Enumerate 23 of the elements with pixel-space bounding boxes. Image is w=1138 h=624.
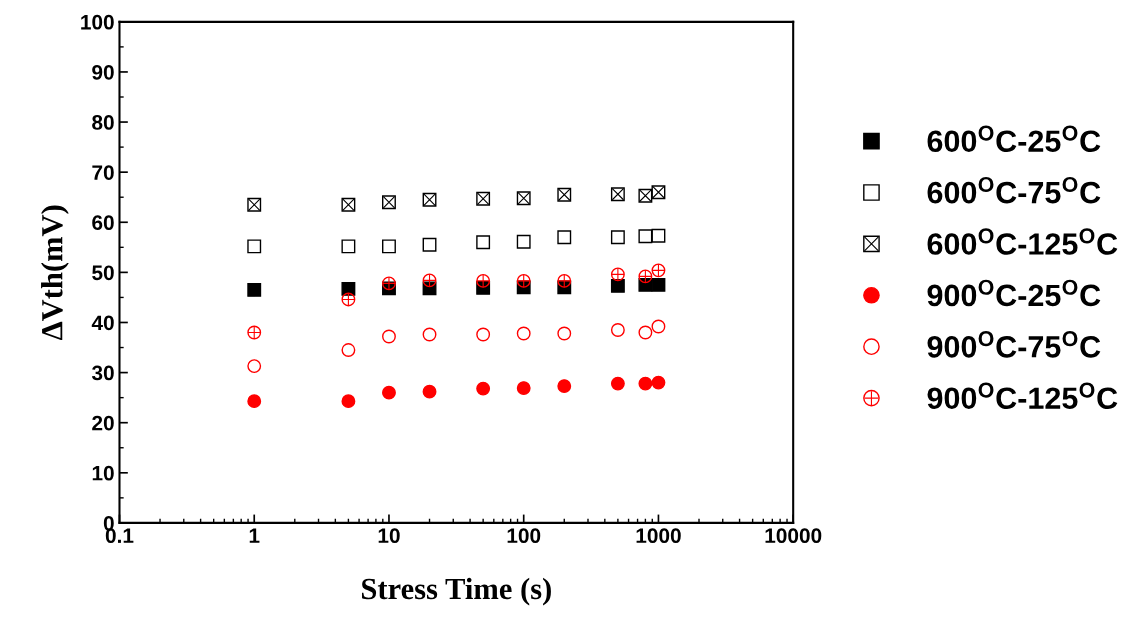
legend-label: 600$^{O}$C-125$^{O}$C bbox=[927, 228, 1118, 255]
legend-label: 600$^{O}$C-75$^{O}$C bbox=[927, 176, 1101, 204]
y-tick-label: 40 bbox=[91, 315, 114, 331]
y-tick-label: 20 bbox=[92, 415, 114, 431]
y-tick-label: 100 bbox=[81, 14, 114, 30]
x-tick-label: 10 bbox=[378, 528, 400, 544]
y-tick-label: 10 bbox=[92, 465, 114, 481]
y-axis-title: ΔVth(mV) bbox=[41, 205, 69, 341]
y-tick-label: 30 bbox=[91, 365, 114, 381]
x-tick-label: 1000 bbox=[636, 528, 681, 544]
y-tick-label: 90 bbox=[92, 64, 114, 80]
legend-label: 900$^{O}$C-125$^{O}$C bbox=[927, 382, 1118, 410]
x-tick-label: 1 bbox=[249, 528, 260, 543]
x-tick-label: 10000 bbox=[765, 528, 822, 544]
x-tick-label: 100 bbox=[507, 528, 541, 544]
legend-label: 600$^{O}$C-25$^{O}$C bbox=[927, 125, 1101, 153]
legend-label: 900$^{O}$C-75$^{O}$C bbox=[927, 331, 1101, 358]
y-tick-label: 80 bbox=[92, 115, 114, 130]
y-tick-label: 70 bbox=[92, 165, 114, 180]
legend-label: 900$^{O}$C-25$^{O}$C bbox=[927, 279, 1101, 307]
y-tick-label: 60 bbox=[92, 215, 114, 231]
y-tick-label: 50 bbox=[92, 265, 114, 281]
x-axis-title: Stress Time (s) bbox=[362, 577, 551, 606]
